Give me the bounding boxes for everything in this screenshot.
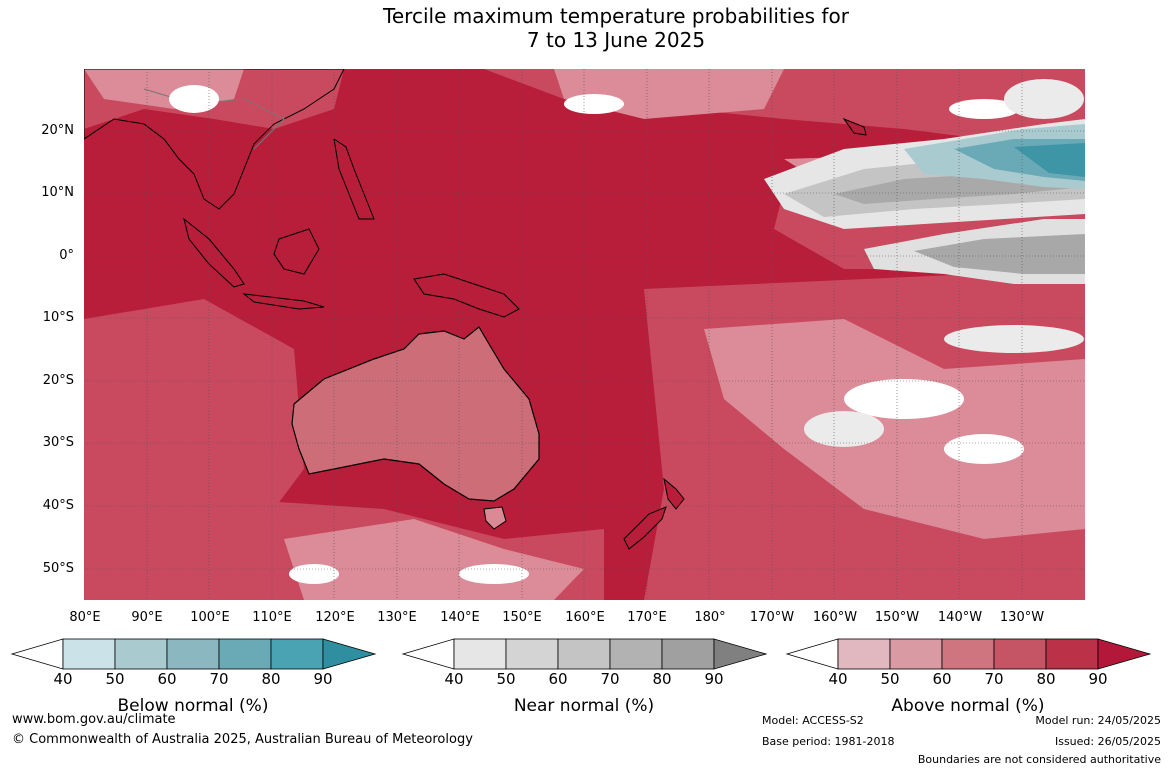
borneo-outline xyxy=(273,228,320,275)
tick: 90 xyxy=(1088,670,1108,688)
colorbar-segment xyxy=(993,638,1047,670)
sumatra-outline xyxy=(183,217,245,288)
colorbar-segment xyxy=(270,638,324,670)
lat-label-10n: 10°N xyxy=(41,185,74,200)
lon-label-140w: 140°W xyxy=(937,610,983,625)
se-asia-coastline xyxy=(84,69,345,210)
lon-label-130e: 130°E xyxy=(377,610,417,625)
website-text: www.bom.gov.au/climate xyxy=(12,712,176,727)
lon-label-100e: 100°E xyxy=(190,610,230,625)
colorbar-above-normal xyxy=(785,638,1152,670)
lon-label-120e: 120°E xyxy=(315,610,355,625)
colorbar-segment xyxy=(218,638,272,670)
lon-label-170w: 170°W xyxy=(749,610,795,625)
colorbar-above-title: Above normal (%) xyxy=(891,696,1045,716)
java-outline xyxy=(242,293,325,310)
map-title: Tercile maximum temperature probabilitie… xyxy=(0,4,1173,52)
lon-label-160e: 160°E xyxy=(565,610,605,625)
new-zealand-south-outline xyxy=(623,506,667,550)
copyright-text: © Commonwealth of Australia 2025, Austra… xyxy=(12,732,473,747)
philippines-outline xyxy=(333,137,375,220)
colorbar-min-extension xyxy=(401,638,455,670)
lon-label-150w: 150°W xyxy=(874,610,920,625)
model-text: Model: ACCESS-S2 xyxy=(762,714,864,727)
lon-label-150e: 150°E xyxy=(502,610,542,625)
lon-label-90e: 90°E xyxy=(131,610,163,625)
tick: 70 xyxy=(600,670,620,688)
lat-label-50s: 50°S xyxy=(42,561,74,576)
title-line-1: Tercile maximum temperature probabilitie… xyxy=(383,4,849,28)
colorbar-segment xyxy=(661,638,715,670)
model-run-text: Model run: 24/05/2025 xyxy=(1035,714,1161,727)
lon-label-140e: 140°E xyxy=(440,610,480,625)
tick: 60 xyxy=(157,670,177,688)
lon-label-110e: 110°E xyxy=(252,610,292,625)
colorbar-segment xyxy=(505,638,559,670)
colorbar-segment xyxy=(114,638,168,670)
map-canvas xyxy=(84,69,1085,600)
tick: 80 xyxy=(261,670,281,688)
issued-text: Issued: 26/05/2025 xyxy=(1054,735,1161,748)
tick: 60 xyxy=(548,670,568,688)
lat-label-20s: 20°S xyxy=(42,373,74,388)
colorbar-max-extension xyxy=(1097,638,1152,670)
colorbar-min-extension xyxy=(10,638,64,670)
colorbar-below-normal xyxy=(10,638,377,670)
colorbar-segment xyxy=(453,638,507,670)
tick: 50 xyxy=(496,670,516,688)
lat-label-30s: 30°S xyxy=(42,435,74,450)
tick: 70 xyxy=(209,670,229,688)
colorbar-segment xyxy=(557,638,611,670)
tick: 50 xyxy=(105,670,125,688)
tick: 60 xyxy=(932,670,952,688)
new-zealand-north-outline xyxy=(663,477,685,510)
colorbar-below-title: Below normal (%) xyxy=(117,696,269,716)
near-normal-band-equator xyxy=(864,219,1085,284)
lat-label-40s: 40°S xyxy=(42,498,74,513)
below-normal-patch xyxy=(904,124,1085,189)
tick: 40 xyxy=(828,670,848,688)
tick: 40 xyxy=(444,670,464,688)
lat-label-0: 0° xyxy=(59,248,74,263)
colorbar-segment xyxy=(609,638,663,670)
tick: 80 xyxy=(652,670,672,688)
australia-outline xyxy=(291,326,540,502)
boundaries-note: Boundaries are not considered authoritat… xyxy=(917,753,1161,766)
tick: 40 xyxy=(53,670,73,688)
lon-label-180: 180° xyxy=(694,610,726,625)
hawaii-outline xyxy=(842,117,867,136)
tasmania-outline xyxy=(483,506,507,530)
lon-label-130w: 130°W xyxy=(999,610,1045,625)
colorbar-near-title: Near normal (%) xyxy=(513,696,655,716)
colorbar-near-normal xyxy=(401,638,768,670)
probability-map xyxy=(84,69,1085,600)
colorbar-segment xyxy=(1045,638,1099,670)
colorbar-max-extension xyxy=(713,638,768,670)
colorbar-min-extension xyxy=(785,638,839,670)
tick: 90 xyxy=(704,670,724,688)
graticule xyxy=(84,69,1085,600)
lat-label-10s: 10°S xyxy=(42,310,74,325)
colorbar-segment xyxy=(837,638,891,670)
colorbar-segment xyxy=(889,638,943,670)
colorbar-max-extension xyxy=(322,638,377,670)
weak-signal-patches xyxy=(169,85,1024,584)
base-period-text: Base period: 1981-2018 xyxy=(762,735,895,748)
title-line-2: 7 to 13 June 2025 xyxy=(526,28,706,52)
lon-label-160w: 160°W xyxy=(812,610,858,625)
colorbar-segment xyxy=(941,638,995,670)
tick: 80 xyxy=(1036,670,1056,688)
lon-label-80e: 80°E xyxy=(69,610,101,625)
colorbar-segment xyxy=(166,638,220,670)
tick: 90 xyxy=(313,670,333,688)
lon-label-170e: 170°E xyxy=(627,610,667,625)
colorbar-segment xyxy=(62,638,116,670)
tick: 50 xyxy=(880,670,900,688)
near-normal-small-patches xyxy=(804,79,1084,447)
tick: 70 xyxy=(984,670,1004,688)
lat-label-20n: 20°N xyxy=(41,123,74,138)
